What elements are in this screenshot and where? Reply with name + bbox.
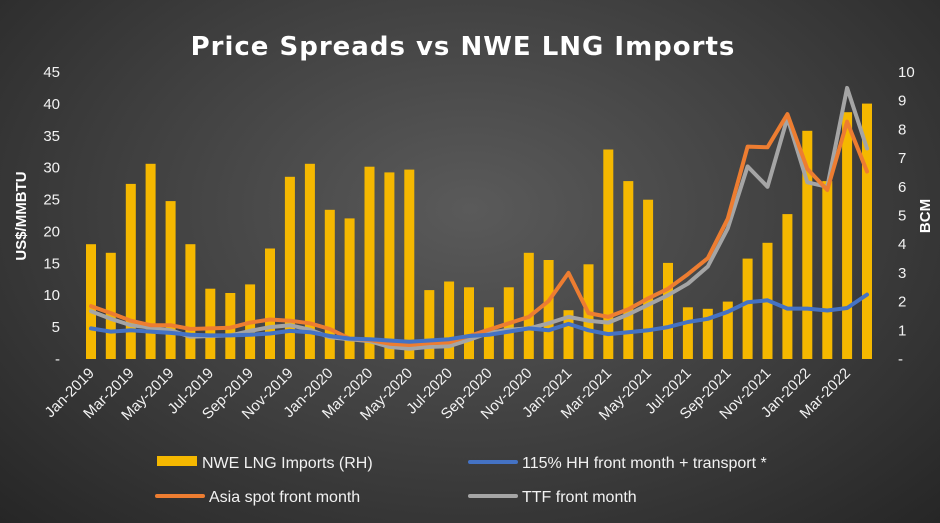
y-axis-ticks: - 5 10 15 20 25 30 35 40 45 [43, 64, 60, 368]
bar-Apr-2020 [384, 172, 395, 359]
legend-label: Asia spot front month [209, 489, 360, 506]
bar-Jun-2020 [424, 290, 435, 359]
bar-Apr-2019 [145, 163, 156, 359]
legend: NWE LNG Imports (RH) 115% HH front month … [155, 455, 767, 506]
bar-Jul-2021 [682, 307, 693, 359]
y-tick-label: 15 [43, 255, 60, 272]
bar-Mar-2020 [364, 166, 375, 359]
y2-axis-label: BCM [917, 199, 934, 233]
y2-tick-label: 1 [898, 322, 906, 339]
line-asia-spot-front-month [89, 112, 869, 347]
bar-Aug-2021 [702, 308, 713, 359]
bar-Mar-2019 [125, 183, 136, 359]
bar-Sep-2021 [722, 301, 733, 359]
y2-axis-ticks: - 1 2 3 4 5 6 7 8 9 10 [898, 64, 915, 368]
y2-tick-label: 10 [898, 64, 915, 81]
x-axis-ticks: Jan-2019Mar-2019May-2019Jul-2019Sep-2019… [42, 365, 854, 424]
line-series [89, 85, 869, 351]
y2-tick-label: 9 [898, 93, 906, 110]
bar-Nov-2019 [284, 176, 295, 359]
bar-Dec-2019 [304, 163, 315, 359]
legend-label: 115% HH front month + transport * [522, 455, 767, 472]
y-tick-label: 10 [43, 287, 60, 304]
bar-Feb-2022 [822, 181, 833, 359]
bar-Mar-2022 [842, 112, 853, 359]
bar-Feb-2020 [344, 218, 355, 359]
bar-May-2021 [643, 199, 654, 359]
y2-tick-label: 2 [898, 294, 906, 311]
y2-tick-label: 6 [898, 179, 906, 196]
bar-Jul-2019 [205, 288, 216, 359]
y2-tick-label: 3 [898, 265, 906, 282]
bar-Jun-2019 [185, 244, 196, 359]
y-tick-label: 40 [43, 96, 60, 113]
y-tick-label: 30 [43, 160, 60, 177]
y-axis-label: US$/MMBTU [13, 171, 30, 260]
line-115-hh-front-month-transport [89, 292, 869, 344]
legend-swatch [157, 456, 197, 466]
bar-Mar-2021 [603, 149, 614, 359]
y2-tick-label: - [898, 351, 903, 368]
y-tick-label: 20 [43, 223, 60, 240]
y-tick-label: 5 [52, 319, 60, 336]
y2-tick-label: 7 [898, 150, 906, 167]
y-tick-label: 35 [43, 128, 60, 145]
bar-Dec-2021 [782, 214, 793, 359]
chart-title: Price Spreads vs NWE LNG Imports [191, 32, 736, 62]
bar-Nov-2020 [523, 252, 534, 359]
bar-Jul-2020 [444, 281, 455, 359]
y-tick-label: - [55, 351, 60, 368]
y2-tick-label: 5 [898, 208, 906, 225]
y-tick-label: 25 [43, 192, 60, 209]
bar-Jan-2019 [86, 244, 96, 359]
bar-Apr-2021 [623, 181, 634, 359]
y-tick-label: 45 [43, 64, 60, 81]
bar-Jan-2022 [802, 130, 813, 359]
bar-Oct-2021 [742, 258, 753, 359]
bar-Dec-2020 [543, 260, 554, 359]
bar-Aug-2020 [464, 287, 474, 360]
bar-May-2019 [165, 201, 176, 359]
bar-Jan-2020 [324, 209, 335, 359]
bar-Oct-2019 [265, 248, 275, 359]
bar-series [86, 103, 872, 360]
y2-tick-label: 4 [898, 236, 906, 253]
bar-Feb-2019 [105, 252, 116, 359]
y2-tick-label: 8 [898, 121, 906, 138]
legend-label: NWE LNG Imports (RH) [202, 455, 373, 472]
bar-Apr-2022 [862, 103, 872, 359]
bar-May-2020 [404, 169, 415, 359]
bar-Jan-2021 [563, 310, 574, 359]
bar-Jun-2021 [663, 262, 673, 359]
legend-label: TTF front month [522, 489, 637, 506]
